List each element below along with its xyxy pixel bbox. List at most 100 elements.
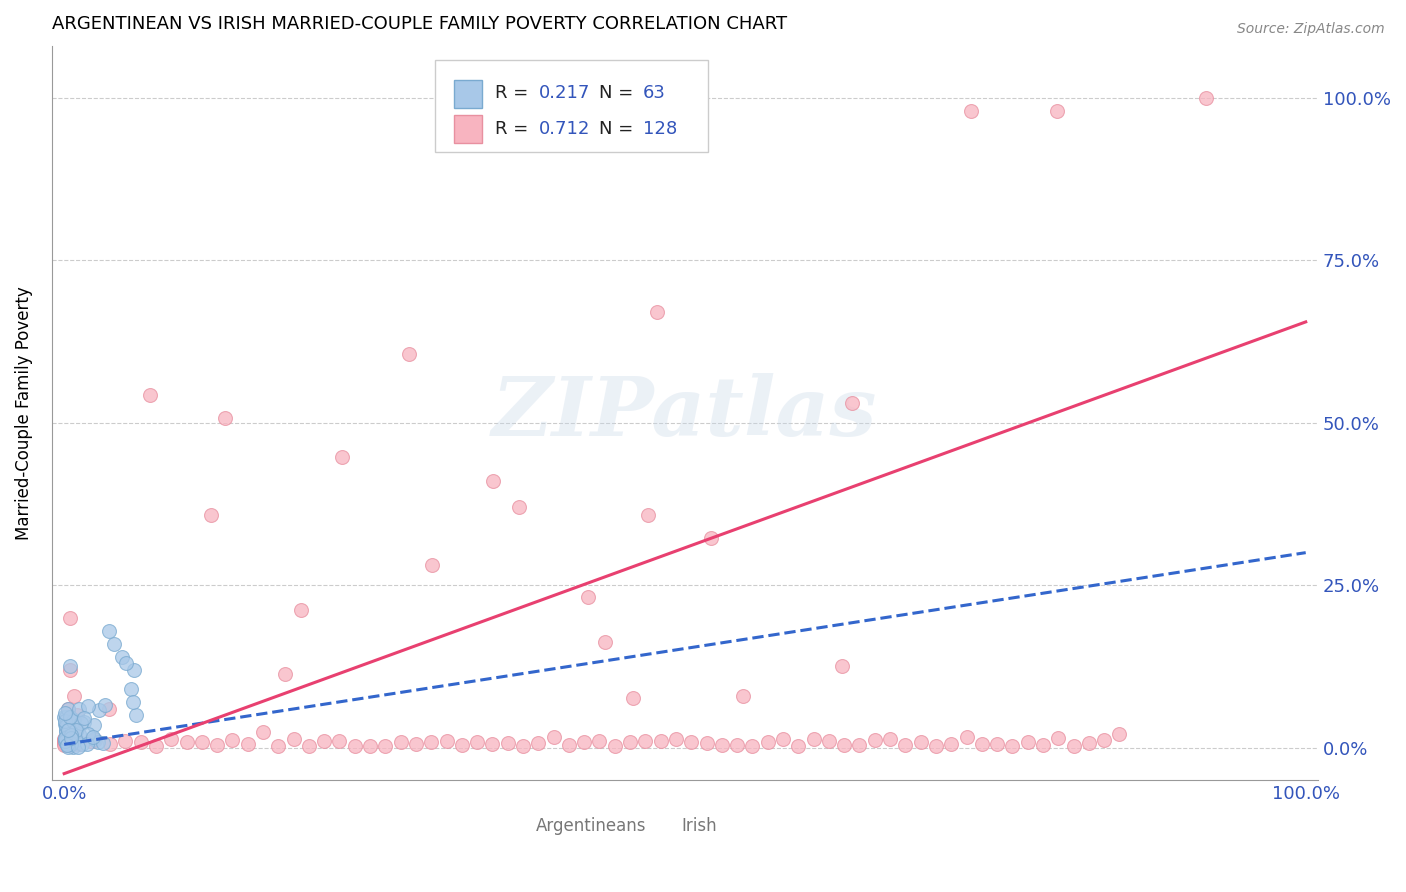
Point — [56, 739, 79, 754]
Point — [63, 689, 86, 703]
Point — [314, 734, 336, 748]
Point — [160, 732, 183, 747]
Point — [59, 610, 82, 624]
Point — [62, 726, 84, 740]
Point — [53, 736, 76, 750]
Point — [959, 103, 981, 118]
Point — [53, 734, 76, 748]
Point — [73, 714, 96, 729]
Point — [70, 737, 93, 751]
Point — [87, 703, 110, 717]
Point — [97, 702, 120, 716]
Point — [465, 734, 488, 748]
Point — [62, 731, 84, 746]
Text: R =: R = — [495, 120, 534, 137]
Point — [818, 734, 841, 748]
Point — [55, 710, 77, 724]
Point — [56, 702, 79, 716]
Point — [121, 695, 143, 709]
Point — [65, 723, 87, 737]
Point — [59, 733, 82, 747]
Point — [55, 735, 77, 749]
Point — [76, 737, 98, 751]
Point — [731, 689, 754, 703]
Point — [62, 714, 84, 729]
Point — [200, 508, 222, 522]
Point — [59, 732, 82, 747]
Text: Source: ZipAtlas.com: Source: ZipAtlas.com — [1237, 22, 1385, 37]
Point — [62, 713, 84, 727]
Point — [252, 725, 274, 739]
Text: N =: N = — [599, 85, 638, 103]
Point — [803, 732, 825, 747]
Point — [59, 709, 82, 723]
Point — [558, 738, 581, 752]
Point — [56, 723, 79, 738]
Point — [125, 708, 148, 723]
Point — [62, 739, 84, 754]
Point — [832, 738, 855, 752]
Point — [55, 735, 77, 749]
Point — [55, 723, 77, 738]
Bar — [647, 817, 672, 838]
Point — [970, 738, 993, 752]
Point — [588, 734, 610, 748]
Text: ARGENTINEAN VS IRISH MARRIED-COUPLE FAMILY POVERTY CORRELATION CHART: ARGENTINEAN VS IRISH MARRIED-COUPLE FAMI… — [52, 15, 787, 33]
Point — [634, 733, 657, 747]
Point — [328, 734, 350, 748]
Point — [787, 739, 810, 754]
Text: 128: 128 — [643, 120, 678, 137]
Point — [496, 736, 519, 750]
Point — [645, 304, 668, 318]
Point — [1017, 734, 1039, 748]
Point — [103, 637, 125, 651]
Point — [129, 735, 152, 749]
Point — [637, 508, 659, 522]
Point — [145, 739, 167, 753]
Point — [283, 731, 305, 746]
Point — [55, 735, 77, 749]
Y-axis label: Married-Couple Family Poverty: Married-Couple Family Poverty — [15, 286, 32, 540]
Point — [1108, 727, 1130, 741]
Point — [405, 737, 427, 751]
Point — [69, 735, 91, 749]
Point — [1063, 739, 1085, 753]
Point — [55, 719, 77, 733]
Point — [62, 714, 84, 728]
Point — [894, 739, 917, 753]
Point — [756, 735, 779, 749]
Point — [398, 347, 420, 361]
Point — [56, 717, 79, 731]
Point — [1001, 739, 1024, 753]
Point — [267, 739, 290, 753]
Point — [910, 735, 932, 749]
Point — [77, 699, 100, 714]
Point — [527, 736, 550, 750]
Point — [53, 732, 76, 747]
Point — [60, 737, 83, 751]
Point — [69, 727, 91, 741]
Point — [619, 735, 641, 749]
Point — [374, 739, 396, 753]
Point — [221, 733, 243, 747]
Point — [1077, 736, 1099, 750]
Point — [59, 659, 82, 673]
Point — [191, 735, 214, 749]
Point — [681, 734, 703, 748]
Point — [60, 732, 83, 747]
Point — [55, 716, 77, 731]
Point — [69, 716, 91, 731]
Point — [58, 729, 80, 743]
Point — [205, 738, 228, 752]
Point — [1092, 732, 1115, 747]
Point — [1047, 731, 1070, 746]
Point — [1046, 103, 1069, 118]
Point — [91, 736, 114, 750]
Point — [83, 731, 105, 746]
Point — [700, 531, 723, 545]
Text: ZIPatlas: ZIPatlas — [492, 373, 877, 453]
Bar — [454, 80, 482, 108]
Point — [831, 659, 853, 673]
Point — [83, 717, 105, 731]
Point — [696, 736, 718, 750]
